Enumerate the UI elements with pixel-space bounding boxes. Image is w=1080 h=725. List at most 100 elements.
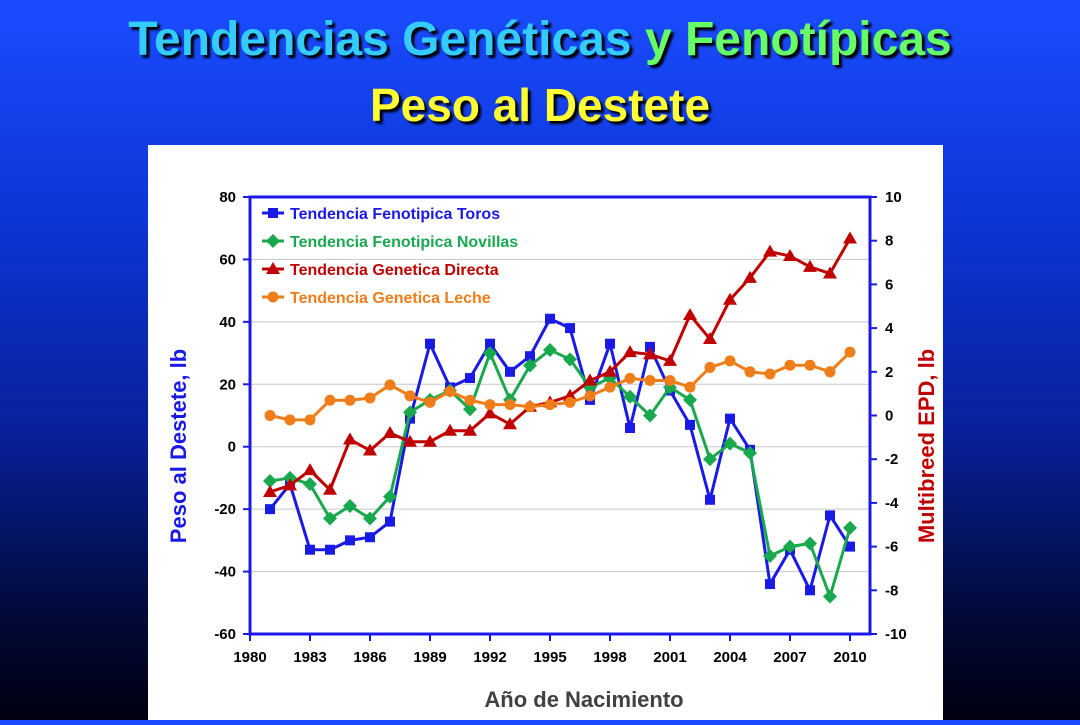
data-point <box>743 445 757 460</box>
right-tick-label: -8 <box>885 582 898 599</box>
data-point <box>845 541 855 552</box>
data-point <box>703 332 717 345</box>
data-point <box>524 401 536 413</box>
x-tick-label: 1989 <box>413 649 446 666</box>
series-4 <box>264 346 856 426</box>
x-tick-label: 1992 <box>473 649 506 666</box>
series-line <box>269 237 852 494</box>
data-point <box>784 359 796 371</box>
data-point <box>823 589 837 604</box>
left-axis-label: Peso al Destete, lb <box>166 349 191 543</box>
data-point <box>264 410 276 421</box>
data-point <box>604 381 616 393</box>
data-point <box>344 394 356 406</box>
line-chart: 1980 1983 1986 1989 1992 1995 1998 2001 2004 2007… <box>166 189 939 712</box>
slide-title-part2: y Fenotípicas <box>644 13 952 66</box>
x-tick-label: 2001 <box>653 649 686 666</box>
data-point <box>523 358 537 373</box>
legend-marker <box>267 291 279 303</box>
data-point <box>364 392 376 404</box>
x-axis-label: Año de Nacimiento <box>484 687 683 712</box>
data-point <box>443 423 457 436</box>
data-point <box>823 266 837 279</box>
data-point <box>685 419 695 430</box>
data-point <box>383 489 397 504</box>
data-point <box>444 385 456 397</box>
series-2 <box>263 342 857 604</box>
data-point <box>283 478 297 491</box>
data-point <box>603 371 617 386</box>
data-point <box>543 342 557 357</box>
data-point <box>504 399 516 411</box>
right-tick-label: 8 <box>885 233 893 250</box>
data-point <box>324 394 336 406</box>
x-tick-label: 1980 <box>233 649 266 666</box>
data-point <box>783 248 797 261</box>
left-tick-label: -20 <box>214 501 236 518</box>
data-point <box>525 351 535 362</box>
data-point <box>403 434 417 447</box>
slide-title-part1: Tendencias Genéticas <box>128 13 632 66</box>
left-tick-label: -40 <box>214 564 236 581</box>
right-tick-label: -2 <box>885 451 898 468</box>
data-point <box>345 535 355 546</box>
data-point <box>843 520 857 535</box>
data-point <box>643 347 657 360</box>
series-line <box>269 351 852 422</box>
data-point <box>563 352 577 367</box>
data-point <box>384 379 396 391</box>
left-tick-label: 0 <box>228 439 236 456</box>
data-point <box>683 307 697 320</box>
data-point <box>343 432 357 445</box>
data-point <box>583 373 597 386</box>
data-point <box>363 443 377 456</box>
x-tick-label: 2007 <box>773 649 806 666</box>
left-tick-label: 20 <box>219 376 236 393</box>
right-tick-label: -6 <box>885 539 898 556</box>
data-point <box>564 396 576 408</box>
data-point <box>463 402 477 417</box>
data-point <box>363 511 377 526</box>
data-point <box>403 405 417 420</box>
data-point <box>723 436 737 451</box>
data-point <box>544 399 556 411</box>
data-point <box>385 516 395 527</box>
data-point <box>763 548 777 563</box>
right-tick-label: 10 <box>885 189 902 206</box>
data-point <box>284 414 296 426</box>
data-point <box>763 244 777 257</box>
data-point <box>305 544 315 555</box>
data-point <box>263 484 277 497</box>
data-point <box>843 231 857 244</box>
data-point <box>565 323 575 334</box>
data-point <box>465 373 475 384</box>
data-point <box>485 338 495 349</box>
data-point <box>683 392 697 407</box>
legend-label: Tendencia Fenotipica Novillas <box>290 234 518 251</box>
data-point <box>765 579 775 590</box>
data-point <box>644 375 656 387</box>
data-point <box>844 346 856 358</box>
data-point <box>563 388 577 401</box>
data-point <box>804 359 816 371</box>
data-point <box>663 353 677 366</box>
data-point <box>303 463 317 476</box>
data-point <box>323 482 337 495</box>
left-tick-label: -60 <box>214 626 236 643</box>
data-point <box>425 338 435 349</box>
data-point <box>423 434 437 447</box>
legend-label: Tendencia Genetica Leche <box>290 290 491 307</box>
legend-marker <box>266 262 280 274</box>
legend-label: Tendencia Fenotipica Toros <box>290 206 500 223</box>
data-point <box>703 452 717 467</box>
data-point <box>505 366 515 377</box>
data-point <box>365 532 375 543</box>
data-point <box>263 474 277 489</box>
data-point <box>645 341 655 352</box>
data-point <box>725 413 735 424</box>
x-tick-label: 1998 <box>593 649 626 666</box>
chart-panel: 1980 1983 1986 1989 1992 1995 1998 2001 2004 2007… <box>148 145 943 720</box>
right-tick-label: -10 <box>885 626 907 643</box>
x-tick-label: 1983 <box>293 649 326 666</box>
left-axis-ticks: -60 -40 -20 0 20 40 60 80 <box>214 189 250 643</box>
